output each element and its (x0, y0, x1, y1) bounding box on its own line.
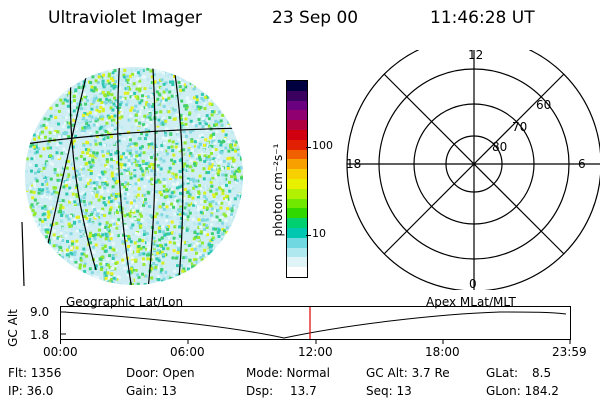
mode-value: Mode: Normal (246, 366, 330, 380)
color-scale-segment (287, 247, 307, 258)
color-scale-segment (287, 120, 307, 130)
sequence-value: Seq: 13 (366, 384, 412, 398)
color-scale-segment (287, 257, 307, 268)
time-ticks (60, 339, 571, 344)
mlt-label-0: 0 (469, 277, 477, 291)
color-scale-label-10: 10 (312, 227, 326, 240)
mlt-label-18: 18 (346, 157, 362, 171)
gc-alt-axis-label: GC Alt (5, 309, 20, 347)
glon-value: GLon: 184.2 (486, 384, 559, 398)
apex-mlat-mlt-label: Apex MLat/MLT (426, 295, 516, 309)
glat-label: GLat: (486, 366, 519, 380)
polar-grid (346, 50, 600, 290)
color-scale-segment (287, 129, 307, 140)
mlat-label-60: 60 (536, 98, 552, 112)
instrument-title: Ultraviolet Imager (48, 8, 202, 28)
color-scale-segment (287, 198, 307, 209)
uv-image-disc (25, 67, 243, 285)
color-scale-unit-label: photon cm⁻²s⁻¹ (271, 143, 285, 237)
gc-alt-strip-chart (60, 306, 571, 344)
mlat-label-80: 80 (492, 140, 508, 154)
color-scale-bar (286, 80, 308, 278)
grid-line-fragment (21, 221, 25, 287)
gc-alt-value: GC Alt: 3.7 Re (366, 366, 450, 380)
ip-value: IP: 36.0 (8, 384, 54, 398)
time-label: 11:46:28 UT (430, 8, 535, 28)
color-scale-segment (287, 237, 307, 248)
color-scale-segment (287, 149, 307, 160)
color-scale-segment (287, 267, 307, 277)
color-scale-segment (287, 178, 307, 189)
mlt-label-6: 6 (578, 157, 586, 171)
color-scale-tick-100 (306, 147, 311, 148)
door-status: Door: Open (126, 366, 195, 380)
color-scale-segment (287, 159, 307, 170)
color-scale-label-100: 100 (312, 139, 333, 152)
color-scale-segment (287, 218, 307, 228)
glat-value: 8.5 (532, 366, 552, 380)
mlat-label-70: 70 (512, 120, 528, 134)
color-scale-segment (287, 81, 307, 91)
gc-alt-max-label: 9.0 (30, 305, 50, 319)
date-label: 23 Sep 00 (272, 8, 359, 28)
dsp-value: 13.7 (290, 384, 317, 398)
color-scale-tick-10 (306, 235, 311, 236)
color-scale-segment (287, 208, 307, 219)
color-scale-segment (287, 100, 307, 111)
color-scale-segment (287, 188, 307, 199)
time-tick-1200: 12:00 (298, 345, 333, 359)
color-scale-segment (287, 169, 307, 179)
gain-value: Gain: 13 (126, 384, 177, 398)
dsp-label: Dsp: (246, 384, 274, 398)
color-scale-segment (287, 227, 307, 238)
time-tick-1800: 18:00 (425, 345, 460, 359)
time-tick-0000: 00:00 (43, 345, 78, 359)
polar-mlat-mlt-plot (346, 50, 600, 290)
geographic-latlon-label: Geographic Lat/Lon (66, 295, 184, 309)
gc-alt-min-label: 1.8 (30, 328, 50, 342)
color-scale-segment (287, 110, 307, 121)
time-tick-0600: 06:00 (170, 345, 205, 359)
color-scale-segment (287, 139, 307, 150)
flight-number: Flt: 1356 (8, 366, 62, 380)
time-tick-2359: 23:59 (552, 345, 587, 359)
mlt-label-12: 12 (468, 48, 484, 62)
color-scale-segment (287, 90, 307, 101)
